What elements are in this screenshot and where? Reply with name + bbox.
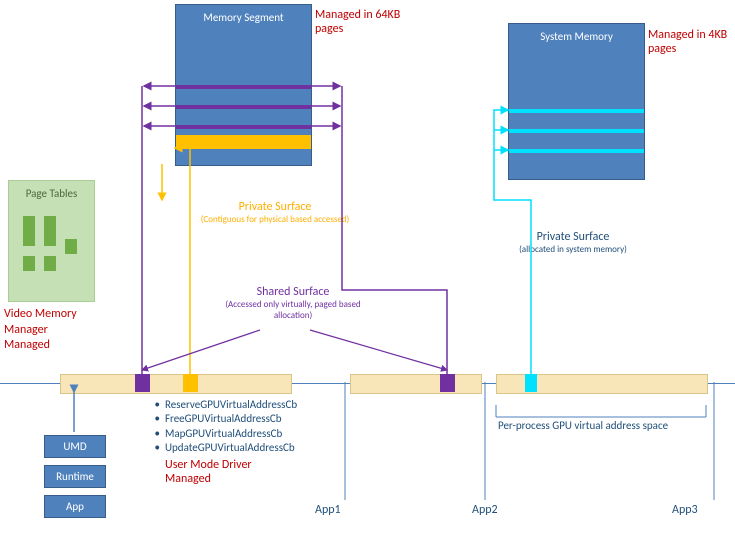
mem-band-orange — [176, 135, 311, 149]
umd-note: User Mode Driver Managed — [165, 458, 265, 486]
pt-cell-5 — [65, 239, 77, 254]
track2-purple — [440, 374, 455, 392]
app1-label: App1 — [315, 503, 341, 517]
sys-band-cyan-1 — [509, 109, 644, 113]
page-tables-title: Page Tables — [9, 181, 94, 200]
track-app1 — [60, 374, 292, 394]
pt-cell-2 — [23, 256, 35, 271]
app2-label: App2 — [472, 503, 498, 517]
mem-band-purple-3 — [176, 125, 311, 129]
per-process-label: Per-process GPU virtual address space — [498, 419, 668, 432]
pt-cell-4 — [44, 256, 56, 271]
track-app2 — [350, 374, 482, 394]
memory-segment-box: Memory Segment — [175, 4, 312, 166]
sys-band-cyan-2 — [509, 129, 644, 133]
track3-cyan — [525, 374, 537, 392]
page-tables-note: Video Memory Manager Managed — [4, 307, 77, 354]
pt-cell-1 — [23, 216, 35, 246]
mem-band-purple-1 — [176, 85, 311, 89]
track1-orange — [183, 374, 198, 392]
mem-segment-note: Managed in 64KB pages — [315, 8, 425, 36]
system-memory-box: System Memory — [508, 23, 645, 180]
track1-purple — [135, 374, 150, 392]
runtime-box: Runtime — [44, 465, 106, 488]
system-memory-note: Managed in 4KB pages — [648, 28, 735, 56]
shared-surface-label: Shared Surface (Accessed only virtually,… — [218, 285, 368, 321]
private-surface-1-label: Private Surface (Contiguous for physical… — [200, 200, 350, 225]
api-list: • ReserveGPUVirtualAddressCb • FreeGPUVi… — [152, 398, 297, 455]
system-memory-title: System Memory — [509, 24, 644, 43]
mem-band-purple-2 — [176, 105, 311, 109]
pt-cell-3 — [44, 216, 56, 246]
app3-label: App3 — [672, 503, 698, 517]
memory-segment-title: Memory Segment — [176, 5, 311, 24]
app-box: App — [44, 495, 106, 518]
page-tables-box: Page Tables — [8, 180, 95, 302]
umd-box: UMD — [44, 435, 106, 458]
private-surface-2-label: Private Surface (allocated in system mem… — [508, 230, 638, 255]
sys-band-cyan-3 — [509, 149, 644, 153]
